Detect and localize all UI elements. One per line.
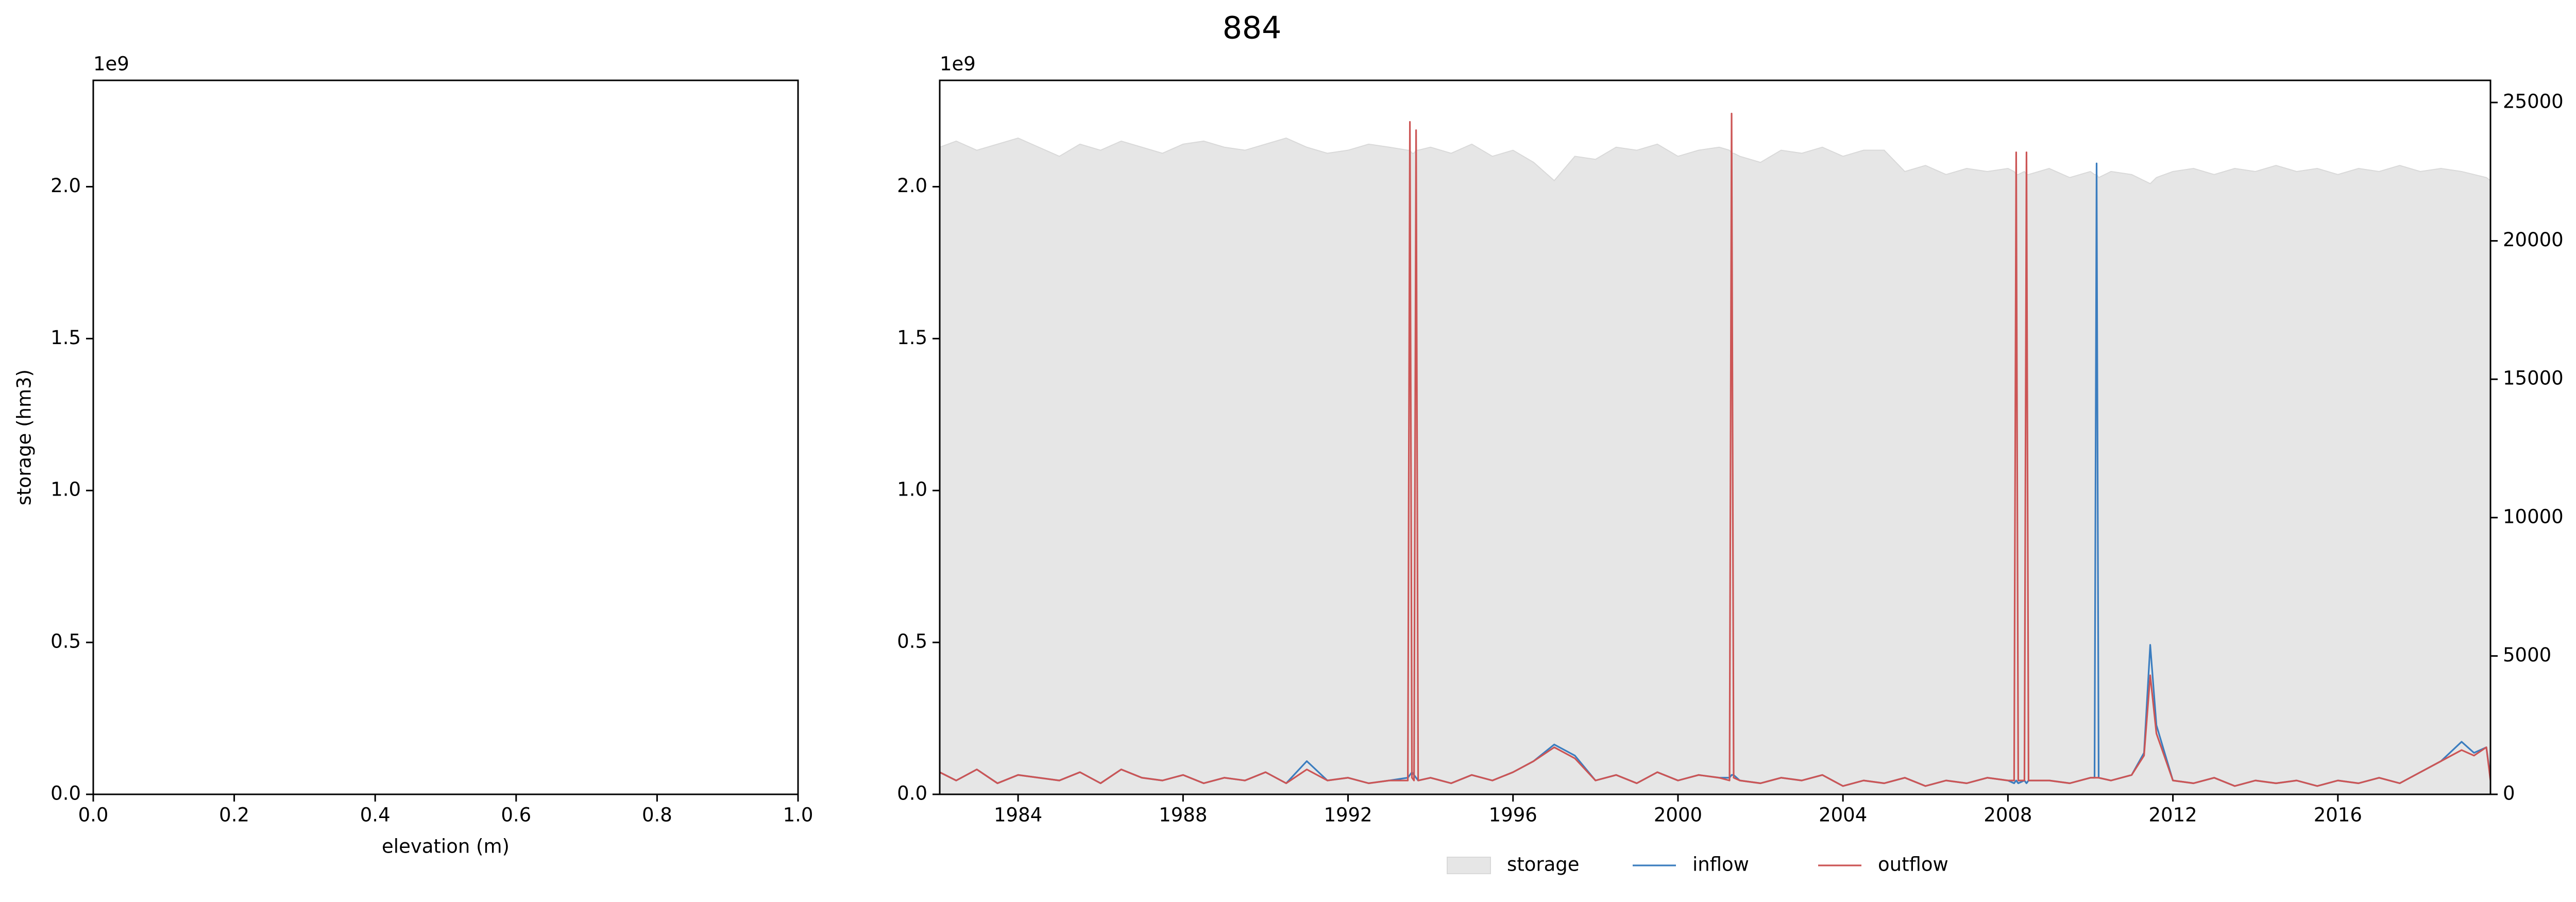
x-tick-label: 0.8 — [642, 804, 672, 826]
y2-tick-label: 10000 — [2503, 505, 2564, 527]
y2-tick-label: 25000 — [2503, 90, 2564, 112]
x-tick-label: 0.4 — [360, 804, 391, 826]
y-tick-label: 2.0 — [50, 175, 81, 197]
x-tick-label: 0.6 — [501, 804, 531, 826]
x-tick-label: 1.0 — [783, 804, 814, 826]
x-tick-label: 2012 — [2149, 804, 2197, 826]
x-tick-label: 0.2 — [219, 804, 249, 826]
y-tick-label: 0.0 — [897, 782, 927, 805]
y-axis-label: storage (hm3) — [13, 369, 36, 505]
y2-tick-label: 20000 — [2503, 229, 2564, 251]
x-axis-label: elevation (m) — [382, 836, 510, 858]
y-tick-label: 1.5 — [897, 327, 927, 349]
y2-tick-label: 5000 — [2503, 644, 2551, 666]
x-tick-label: 2004 — [1819, 804, 1867, 826]
plot-area — [940, 112, 2490, 794]
y-tick-label: 1.0 — [50, 479, 81, 501]
y-offset-label: 1e9 — [93, 53, 129, 75]
axes: 1984 1988 1992 1996 2000 2004 2008 2012 2016 0.0 0… — [897, 53, 2564, 876]
x-tick-label: 2016 — [2314, 804, 2362, 826]
outflow-line — [940, 112, 2490, 787]
x-tick-label: 1996 — [1489, 804, 1537, 826]
legend-swatch — [1447, 857, 1491, 874]
figure-title: 884 — [1223, 10, 1282, 46]
legend: storage inflow outflow — [1447, 854, 1948, 876]
legend-label: outflow — [1878, 854, 1948, 876]
y2-tick-label: 15000 — [2503, 367, 2564, 389]
y-tick-label: 0.5 — [897, 631, 927, 653]
legend-label: inflow — [1692, 854, 1749, 876]
x-tick-label: 1992 — [1324, 804, 1372, 826]
legend-label: storage — [1507, 854, 1580, 876]
y-tick-label: 2.0 — [897, 175, 927, 197]
x-tick-label: 1988 — [1159, 804, 1207, 826]
x-tick-label: 0.0 — [78, 804, 109, 826]
axes-frame — [939, 79, 2492, 795]
y-tick-label: 1.0 — [897, 479, 927, 501]
x-tick-label: 2000 — [1654, 804, 1702, 826]
axes-frame — [92, 79, 799, 795]
x-tick-label: 1984 — [994, 804, 1042, 826]
storage-area — [940, 137, 2490, 794]
y-tick-label: 0.0 — [50, 782, 81, 805]
y-tick-label: 1.5 — [50, 327, 81, 349]
y-tick-label: 0.5 — [50, 631, 81, 653]
y-offset-label: 1e9 — [940, 53, 976, 75]
axes: 0.0 0.2 0.4 0.6 0.8 1.0 0.0 0.5 1.0 1.5 2.0 1e9 elev… — [13, 53, 814, 858]
y2-tick-label: 0 — [2503, 782, 2515, 805]
x-tick-label: 2008 — [1984, 804, 2032, 826]
